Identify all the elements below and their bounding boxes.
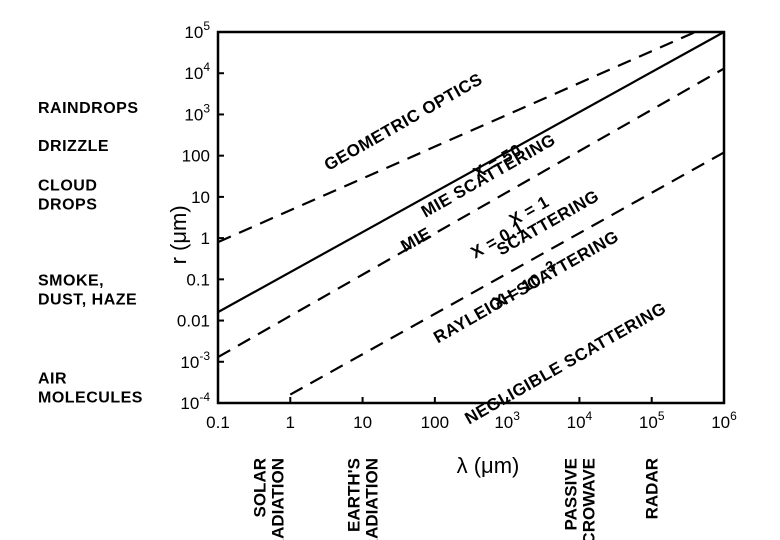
- spectrum-category: SOLARRADIATION: [251, 458, 288, 540]
- x-tick-label: 10: [353, 413, 372, 432]
- y-tick-label: 104: [184, 60, 210, 83]
- spectrum-category: PASSIVEMICROWAVE: [561, 458, 598, 540]
- particle-category: CLOUD DROPS: [38, 178, 97, 214]
- y-tick-label: 1: [201, 229, 210, 248]
- tick-layer: 0.1 1 10 100 103 104 105 106 10-4 10-3 0.01 0.1 1 10 1…: [177, 19, 737, 432]
- plot-frame: [216, 30, 726, 405]
- y-tick-label: 105: [184, 19, 210, 42]
- series-line-2: [217, 31, 725, 314]
- y-tick-label: 0.01: [177, 312, 210, 331]
- x-tick-label: 104: [567, 409, 593, 432]
- region-annotation: NEGLIGIBLE SCATTERING: [462, 299, 670, 429]
- spectrum-category: RADAR: [643, 458, 662, 519]
- spectrum-category: EARTH'SRADIATION: [345, 458, 382, 540]
- y-tick-label: 100: [182, 147, 210, 166]
- region-annotation: MIE: [398, 224, 435, 256]
- y-tick-label: 10-3: [180, 349, 210, 372]
- particle-category: AIR MOLECULES: [38, 371, 143, 407]
- series-layer: [217, 30, 725, 396]
- y-axis-label: r (μm): [166, 205, 191, 264]
- particle-category: DRIZZLE: [38, 138, 109, 155]
- y-tick-label: 0.1: [186, 270, 210, 289]
- x-tick-label: 0.1: [206, 413, 230, 432]
- x-axis-label: λ (μm): [457, 453, 520, 478]
- y-tick-label: 10-4: [180, 390, 210, 413]
- x-tick-label: 100: [421, 413, 449, 432]
- region-annotation: GEOMETRIC OPTICS: [321, 70, 486, 175]
- x-tick-label: 1: [286, 413, 295, 432]
- x-tick-label: 106: [711, 409, 737, 432]
- series-line-3: [217, 67, 725, 359]
- series-line-4: [289, 151, 725, 396]
- particle-category: RAINDROPS: [38, 100, 139, 117]
- series-line-1: [217, 30, 696, 244]
- y-tick-label: 10: [191, 188, 210, 207]
- category-layer: RAINDROPS DRIZZLE CLOUD DROPS SMOKE, DUST, HA…: [38, 100, 662, 540]
- x-tick-label: 105: [639, 409, 665, 432]
- particle-category: SMOKE, DUST, HAZE: [38, 272, 137, 308]
- y-tick-label: 103: [184, 101, 210, 124]
- x-tick-label: 103: [494, 409, 520, 432]
